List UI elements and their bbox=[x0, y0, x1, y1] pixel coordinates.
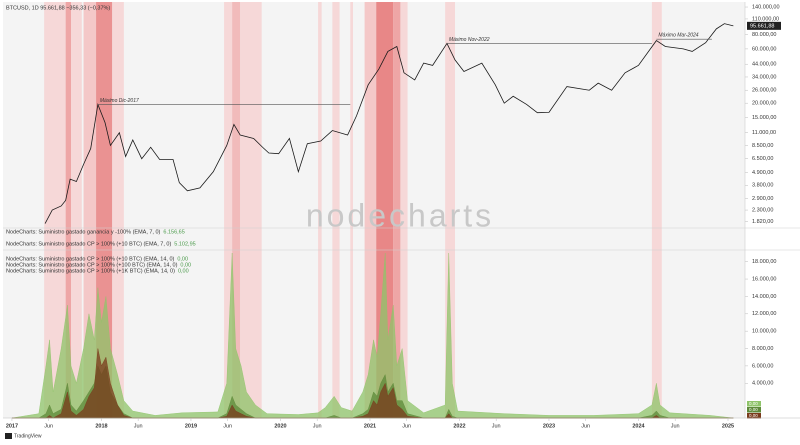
legend-label: NodeCharts: Suministro gastado CP > 100%… bbox=[6, 268, 175, 274]
x-tick-label: 2018 bbox=[95, 423, 107, 429]
price-line bbox=[44, 23, 734, 224]
last-value-badge bbox=[747, 401, 761, 407]
annotation-label: Máximo Mar-2024 bbox=[658, 33, 698, 39]
highlight-band bbox=[65, 2, 72, 418]
x-tick-label: 2020 bbox=[274, 423, 286, 429]
highlight-band bbox=[364, 2, 377, 418]
y-tick-label: 10.000,00 bbox=[752, 329, 776, 335]
legend-value: 0,00 bbox=[180, 262, 191, 268]
y-tick-label: 34.000,00 bbox=[752, 74, 776, 80]
highlight-band bbox=[318, 2, 322, 418]
legend-label: NodeCharts: Suministro gastado CP > 100%… bbox=[6, 256, 175, 262]
highlight-band bbox=[332, 2, 340, 418]
y-tick-label: 11.000,00 bbox=[752, 130, 776, 136]
y-tick-label: 6.000,00 bbox=[752, 363, 773, 369]
highlight-band bbox=[400, 2, 408, 418]
y-tick-label: 44.000,00 bbox=[752, 62, 776, 68]
y-tick-label: 18.000,00 bbox=[752, 259, 776, 265]
highlight-band bbox=[350, 2, 353, 418]
x-tick-label: 2019 bbox=[185, 423, 197, 429]
y-tick-label: 80.000,00 bbox=[752, 32, 776, 38]
y-tick-label: 20.000,00 bbox=[752, 101, 776, 107]
y-tick-label: 3.800,00 bbox=[752, 183, 773, 189]
subpane-value: 6.156,65 bbox=[163, 229, 184, 235]
watermark: nodecharts bbox=[306, 197, 494, 233]
x-tick-label: Jun bbox=[671, 423, 680, 429]
y-tick-label: 8.000,00 bbox=[752, 346, 773, 352]
annotation-label: Máximo Nov-2022 bbox=[449, 37, 490, 43]
y-tick-label: 2.900,00 bbox=[752, 196, 773, 202]
x-tick-label: 2024 bbox=[632, 423, 645, 429]
highlight-band bbox=[393, 2, 401, 418]
highlight-band bbox=[44, 2, 66, 418]
chart-header: BTCUSD, 1D 95.661,88 −356,33 (−0,37%) bbox=[6, 5, 110, 11]
highlight-band bbox=[445, 2, 456, 418]
x-tick-label: 2025 bbox=[722, 423, 734, 429]
highlight-band bbox=[112, 2, 124, 418]
y-tick-label: 6.500,00 bbox=[752, 156, 773, 162]
y-tick-label: 26.000,00 bbox=[752, 88, 776, 94]
highlight-band bbox=[376, 2, 394, 418]
x-tick-label: 2021 bbox=[364, 423, 376, 429]
last-value-badge bbox=[747, 407, 761, 413]
subpane-label: NodeCharts: Suministro gastado CP > 100%… bbox=[6, 241, 171, 247]
y-tick-label: 1.820,00 bbox=[752, 219, 773, 225]
last-price-label: 95.661,88 bbox=[750, 23, 774, 29]
last-value-label: 0,00 bbox=[749, 407, 758, 412]
highlight-band bbox=[240, 2, 262, 418]
x-tick-label: Jun bbox=[581, 423, 590, 429]
y-tick-label: 110.000,00 bbox=[752, 16, 779, 22]
x-tick-label: 2017 bbox=[6, 423, 18, 429]
y-tick-label: 140.000,00 bbox=[752, 4, 780, 10]
y-tick-label: 12.000,00 bbox=[752, 311, 776, 317]
x-tick-label: 2022 bbox=[453, 423, 465, 429]
footer-brand: TradingView bbox=[14, 433, 42, 439]
y-tick-label: 16.000,00 bbox=[752, 277, 776, 283]
y-tick-label: 14.000,00 bbox=[752, 294, 776, 300]
legend-label: NodeCharts: Suministro gastado CP > 100%… bbox=[6, 262, 178, 268]
logo-icon bbox=[5, 433, 12, 439]
x-tick-label: 2023 bbox=[543, 423, 555, 429]
x-tick-label: Jun bbox=[492, 423, 501, 429]
x-tick-label: Jun bbox=[223, 423, 232, 429]
last-value-badge bbox=[747, 413, 761, 419]
x-tick-label: Jun bbox=[134, 423, 143, 429]
legend-value: 0,00 bbox=[177, 256, 188, 262]
subpane-value: 5.102,95 bbox=[174, 241, 195, 247]
x-tick-label: Jun bbox=[44, 423, 53, 429]
annotation-label: Máximo Dic-2017 bbox=[100, 98, 139, 104]
x-tick-label: Jun bbox=[313, 423, 322, 429]
y-tick-label: 2.300,00 bbox=[752, 208, 773, 214]
y-tick-label: 4.000,00 bbox=[752, 381, 773, 387]
last-value-label: 0,00 bbox=[749, 413, 758, 418]
y-tick-label: 15.000,00 bbox=[752, 115, 776, 121]
last-value-label: 0,00 bbox=[749, 401, 758, 406]
highlight-band bbox=[651, 2, 662, 418]
highlight-band bbox=[71, 2, 82, 418]
y-tick-label: 60.000,00 bbox=[752, 46, 776, 52]
highlight-band bbox=[232, 2, 241, 418]
x-tick-label: Jun bbox=[402, 423, 411, 429]
last-price-badge bbox=[747, 21, 781, 30]
highlight-band bbox=[83, 2, 97, 418]
legend-value: 0,00 bbox=[178, 268, 189, 274]
y-tick-label: 8.500,00 bbox=[752, 143, 773, 149]
highlight-band bbox=[224, 2, 233, 418]
y-tick-label: 4.900,00 bbox=[752, 170, 773, 176]
subpane-label: NodeCharts: Suministro gastado ganancia … bbox=[6, 229, 161, 235]
